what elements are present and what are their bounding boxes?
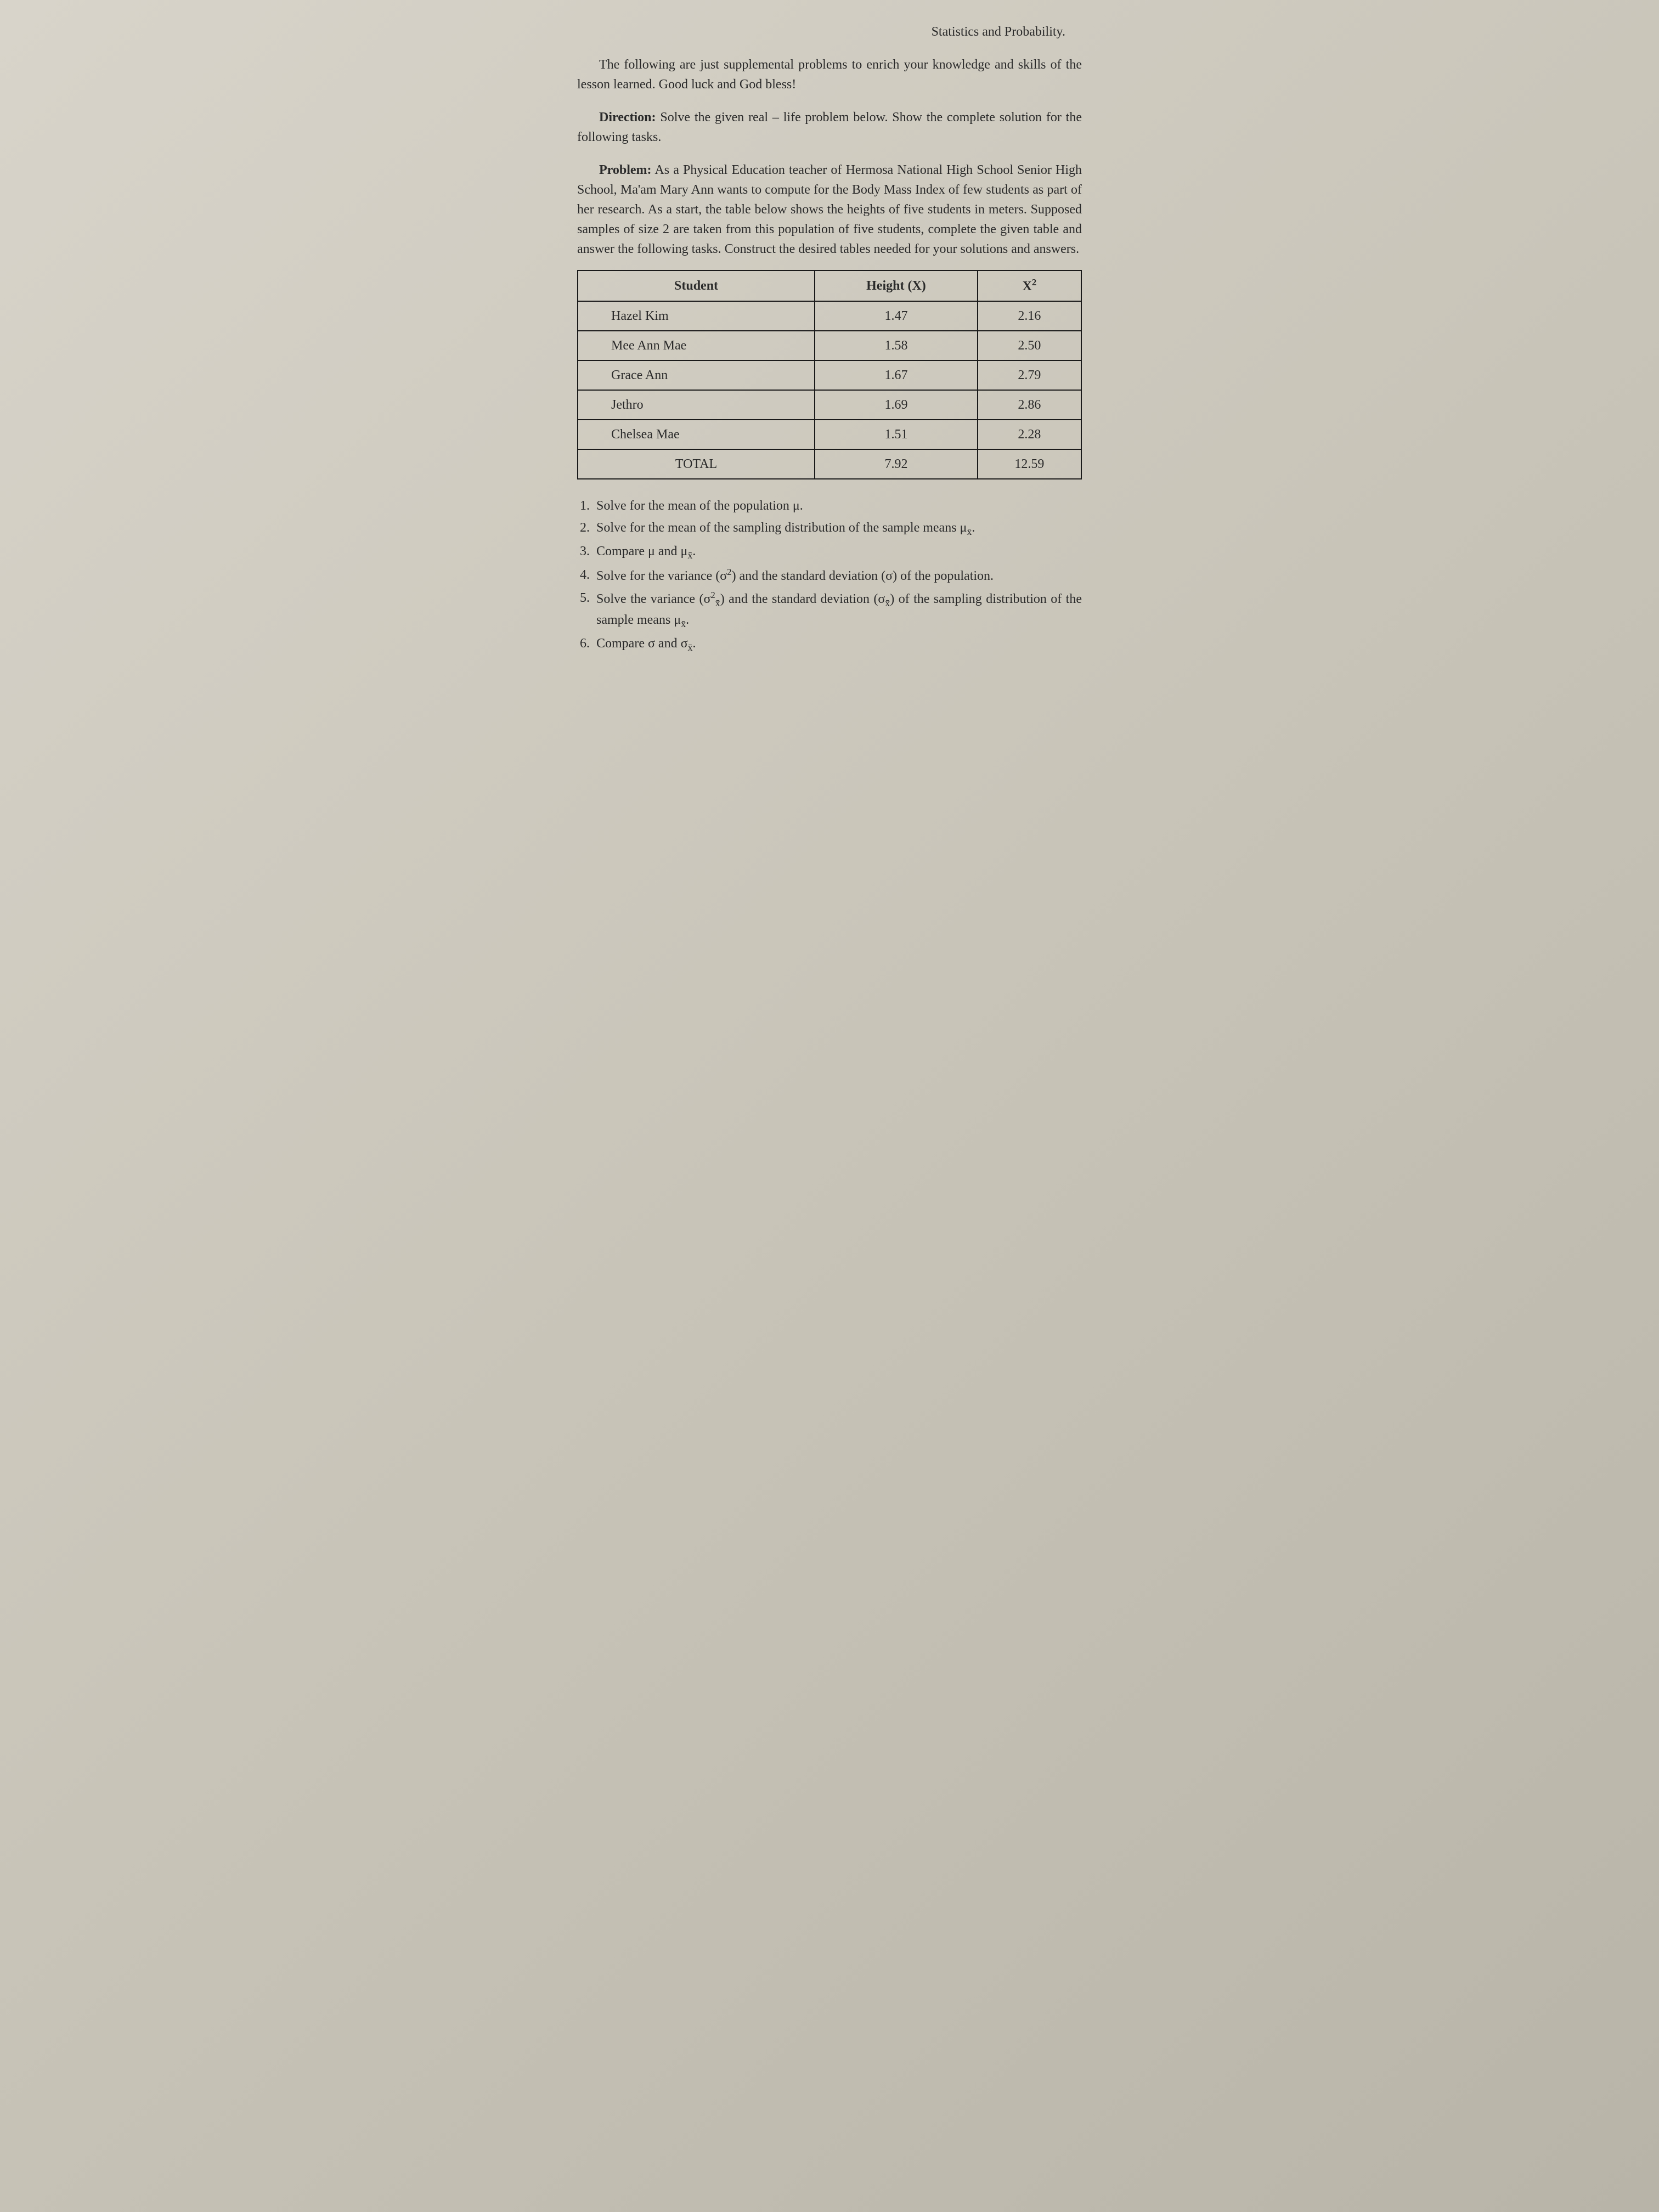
cell-height: 1.58 — [815, 331, 978, 360]
intro-paragraph: The following are just supplemental prob… — [577, 55, 1082, 94]
cell-height: 1.47 — [815, 301, 978, 331]
question-6: 6. Compare σ and σx̄. — [580, 634, 1082, 655]
header-x-squared: X2 — [978, 270, 1081, 301]
cell-total-height: 7.92 — [815, 449, 978, 479]
table-row: Chelsea Mae 1.51 2.28 — [578, 420, 1081, 449]
cell-x2: 2.28 — [978, 420, 1081, 449]
table-row: Grace Ann 1.67 2.79 — [578, 360, 1081, 390]
question-text: Solve for the variance (σ2) and the stan… — [596, 565, 1082, 586]
data-table: Student Height (X) X2 Hazel Kim 1.47 2.1… — [577, 270, 1082, 479]
question-2: 2. Solve for the mean of the sampling di… — [580, 518, 1082, 539]
question-number: 2. — [580, 518, 596, 539]
cell-x2: 2.86 — [978, 390, 1081, 420]
cell-height: 1.51 — [815, 420, 978, 449]
question-number: 6. — [580, 634, 596, 655]
table-row: Jethro 1.69 2.86 — [578, 390, 1081, 420]
problem-paragraph: Problem: As a Physical Education teacher… — [577, 160, 1082, 259]
cell-student: Jethro — [578, 390, 815, 420]
question-5: 5. Solve the variance (σ2x̄) and the sta… — [580, 588, 1082, 632]
direction-paragraph: Direction: Solve the given real – life p… — [577, 108, 1082, 147]
cell-x2: 2.79 — [978, 360, 1081, 390]
cell-student: Mee Ann Mae — [578, 331, 815, 360]
questions-list: 1. Solve for the mean of the population … — [577, 496, 1082, 655]
cell-height: 1.69 — [815, 390, 978, 420]
cell-student: Hazel Kim — [578, 301, 815, 331]
table-header-row: Student Height (X) X2 — [578, 270, 1081, 301]
problem-label: Problem: — [599, 163, 652, 177]
question-number: 5. — [580, 588, 596, 632]
question-number: 4. — [580, 565, 596, 586]
question-text: Solve the variance (σ2x̄) and the standa… — [596, 588, 1082, 632]
question-text: Solve for the mean of the population μ. — [596, 496, 1082, 516]
question-number: 3. — [580, 541, 596, 563]
cell-total-x2: 12.59 — [978, 449, 1081, 479]
header-fragment: Statistics and Probability. — [577, 22, 1082, 42]
header-height: Height (X) — [815, 270, 978, 301]
question-1: 1. Solve for the mean of the population … — [580, 496, 1082, 516]
question-number: 1. — [580, 496, 596, 516]
cell-x2: 2.50 — [978, 331, 1081, 360]
table-row: Hazel Kim 1.47 2.16 — [578, 301, 1081, 331]
cell-student: Grace Ann — [578, 360, 815, 390]
question-3: 3. Compare μ and μx̄. — [580, 541, 1082, 563]
header-student: Student — [578, 270, 815, 301]
cell-height: 1.67 — [815, 360, 978, 390]
question-text: Compare σ and σx̄. — [596, 634, 1082, 655]
problem-text: As a Physical Education teacher of Hermo… — [577, 163, 1082, 256]
direction-label: Direction: — [599, 110, 656, 125]
question-text: Solve for the mean of the sampling distr… — [596, 518, 1082, 539]
question-text: Compare μ and μx̄. — [596, 541, 1082, 563]
cell-student: Chelsea Mae — [578, 420, 815, 449]
cell-x2: 2.16 — [978, 301, 1081, 331]
table-total-row: TOTAL 7.92 12.59 — [578, 449, 1081, 479]
cell-total-label: TOTAL — [578, 449, 815, 479]
question-4: 4. Solve for the variance (σ2) and the s… — [580, 565, 1082, 586]
table-row: Mee Ann Mae 1.58 2.50 — [578, 331, 1081, 360]
